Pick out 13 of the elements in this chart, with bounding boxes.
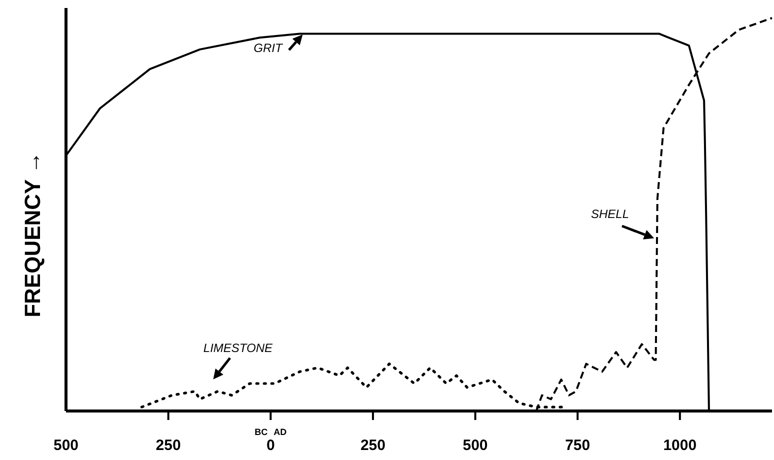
y-axis-title: FREQUENCY →: [20, 152, 45, 318]
annotation: SHELL: [590, 207, 630, 221]
text: AD: [274, 427, 288, 437]
x-tick-label: 500: [462, 437, 488, 454]
x-tick-label: 750: [565, 437, 590, 454]
x-tick-label: 250: [156, 437, 181, 454]
annotation: GRIT: [254, 41, 284, 55]
annotation: LIMESTONE: [203, 341, 274, 355]
x-tick-label: 250: [360, 437, 386, 454]
x-tick-label: 0: [266, 437, 275, 454]
x-tick-label: 500: [53, 437, 79, 454]
x-tick-label: 1000: [663, 437, 697, 454]
text: BC: [254, 427, 268, 437]
